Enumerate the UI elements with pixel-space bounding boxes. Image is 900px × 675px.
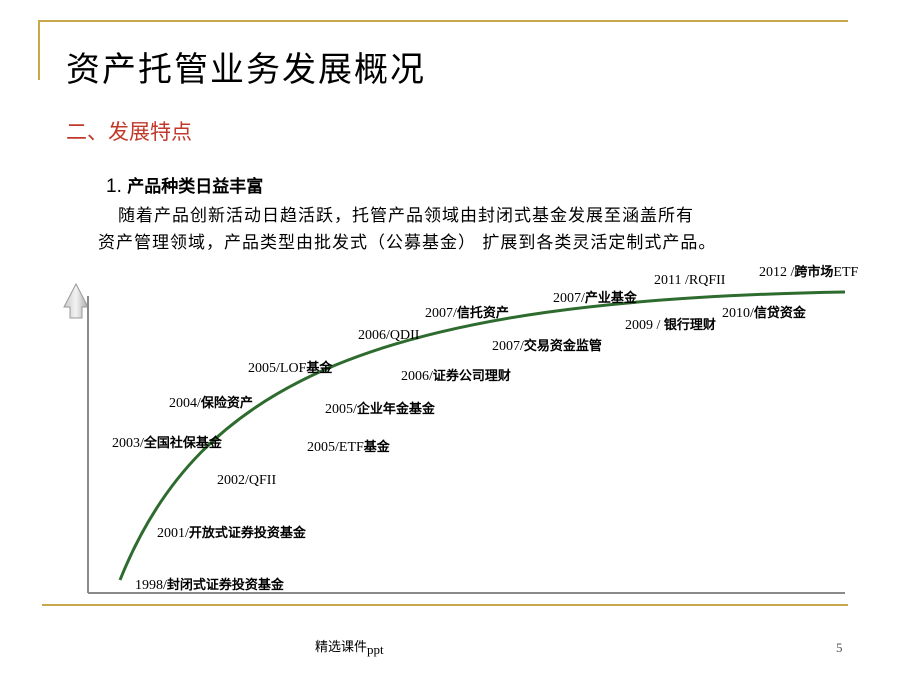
point-heading: 1. 产品种类日益丰富 [106,172,263,198]
milestone-label: 1998/封闭式证券投资基金 [135,578,284,593]
bottom-divider-line [42,604,848,606]
milestone-label: 2010/信贷资金 [722,306,806,321]
milestone-label: 2009 / 银行理财 [625,318,716,333]
page-number: 5 [836,640,843,655]
left-accent-line [38,20,40,80]
milestone-label: 2001/开放式证券投资基金 [157,526,306,541]
milestone-label: 2012 /跨市场ETF [759,265,859,280]
point-title: 产品种类日益丰富 [127,177,264,197]
milestone-label: 2005/LOF基金 [248,361,333,376]
top-divider-line [38,20,848,22]
milestone-label: 2011 /RQFII [654,273,726,288]
milestone-label: 2006/证券公司理财 [401,369,511,384]
y-axis-arrow-icon [63,282,89,319]
milestone-label: 2006/QDII [358,328,420,343]
section-subtitle: 二、发展特点 [66,120,192,144]
milestone-label: 2005/ETF基金 [307,440,390,455]
milestone-label: 2007/信托资产 [425,306,509,321]
milestone-label: 2005/企业年金基金 [325,402,435,417]
milestone-label: 2007/产业基金 [553,291,637,306]
body-text-line-2: 资产管理领域，产品类型由批发式（公募基金） 扩展到各类灵活定制式产品。 [98,233,717,253]
body-text-line-1: 随着产品创新活动日趋活跃，托管产品领域由封闭式基金发展至涵盖所有 [118,206,694,226]
point-number: 1. [106,176,122,197]
slide-title: 资产托管业务发展概况 [66,50,426,90]
milestone-label: 2002/QFII [217,473,277,488]
milestone-label: 2007/交易资金监管 [492,339,602,354]
milestone-label: 2004/保险资产 [169,396,253,411]
footer-text: 精选课件ppt [315,640,384,657]
milestone-label: 2003/全国社保基金 [112,436,222,451]
growth-curve [118,290,846,581]
